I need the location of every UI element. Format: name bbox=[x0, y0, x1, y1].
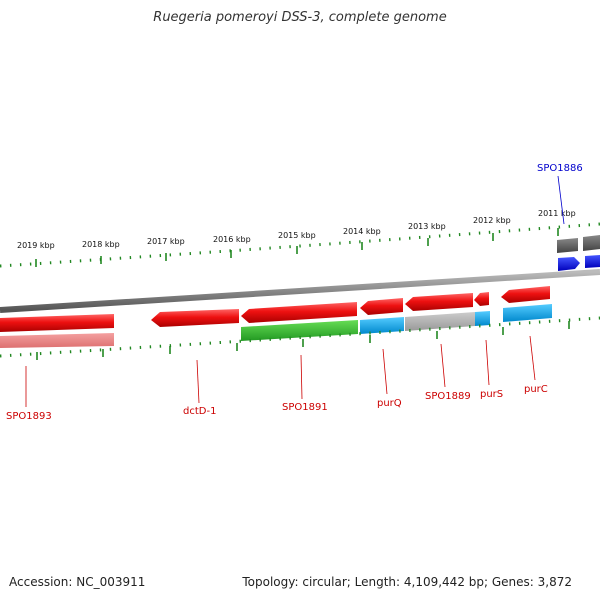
forward-cds-arrow[interactable] bbox=[558, 257, 580, 271]
inner-tick-track bbox=[0, 316, 600, 360]
gene-label-dctd-1[interactable]: dctD-1 bbox=[183, 406, 216, 417]
forward-cog-feature[interactable] bbox=[583, 235, 600, 251]
scale-label: 2016 kbp bbox=[213, 235, 251, 244]
cds-SPO1889[interactable] bbox=[405, 293, 473, 311]
scale-label: 2011 kbp bbox=[538, 209, 576, 218]
cds-purC[interactable] bbox=[501, 286, 550, 303]
outer-tick-track bbox=[0, 222, 600, 268]
forward-strand-features bbox=[557, 235, 600, 271]
cds-SPO1893[interactable] bbox=[0, 314, 114, 332]
gene-label-spo1891[interactable]: SPO1891 bbox=[282, 402, 328, 413]
scale-label: 2019 kbp bbox=[17, 241, 55, 250]
scale-label: 2014 kbp bbox=[343, 227, 381, 236]
map-title: Ruegeria pomeroyi DSS-3, complete genome bbox=[153, 10, 447, 25]
inner-major-ticks bbox=[36, 321, 570, 360]
scale-label: 2012 kbp bbox=[473, 216, 511, 225]
scale-label: 2017 kbp bbox=[147, 237, 185, 246]
gene-labels: SPO1893 dctD-1 SPO1891 purQ SPO1889 purS… bbox=[6, 163, 583, 422]
cog-SPO1889[interactable] bbox=[405, 312, 475, 331]
cog-SPO1893[interactable] bbox=[0, 333, 114, 348]
scale-label: 2015 kbp bbox=[278, 231, 316, 240]
cog-purQ[interactable] bbox=[360, 317, 404, 334]
gene-label-spo1893[interactable]: SPO1893 bbox=[6, 411, 52, 422]
gene-label-spo1886[interactable]: SPO1886 bbox=[537, 163, 583, 174]
label-leaders bbox=[25, 175, 565, 407]
inner-minor-ticks bbox=[0, 316, 600, 358]
reverse-cds-track bbox=[0, 286, 550, 332]
cog-SPO1891[interactable] bbox=[241, 320, 358, 341]
forward-cds-feature[interactable] bbox=[585, 255, 600, 268]
scale-labels: 2019 kbp 2018 kbp 2017 kbp 2016 kbp 2015… bbox=[17, 209, 576, 250]
cog-purC[interactable] bbox=[503, 304, 552, 322]
outer-minor-ticks bbox=[0, 222, 600, 268]
cds-dctD-1[interactable] bbox=[151, 309, 239, 327]
reverse-cog-track bbox=[0, 304, 552, 348]
gene-label-purq[interactable]: purQ bbox=[377, 398, 402, 409]
scale-label: 2018 kbp bbox=[82, 240, 120, 249]
cds-SPO1891[interactable] bbox=[241, 302, 357, 323]
accession-text: Accession: NC_003911 bbox=[9, 575, 146, 589]
gene-label-purc[interactable]: purC bbox=[524, 384, 548, 395]
cds-purS[interactable] bbox=[474, 292, 489, 306]
forward-cog-feature[interactable] bbox=[557, 238, 578, 253]
outer-major-ticks bbox=[35, 228, 559, 267]
gene-label-spo1889[interactable]: SPO1889 bbox=[425, 391, 471, 402]
genome-summary-text: Topology: circular; Length: 4,109,442 bp… bbox=[242, 575, 572, 589]
gene-label-purs[interactable]: purS bbox=[480, 389, 503, 400]
genome-backbone bbox=[0, 269, 600, 313]
cds-purQ[interactable] bbox=[360, 298, 403, 315]
scale-label: 2013 kbp bbox=[408, 222, 446, 231]
cog-purS[interactable] bbox=[475, 311, 490, 326]
